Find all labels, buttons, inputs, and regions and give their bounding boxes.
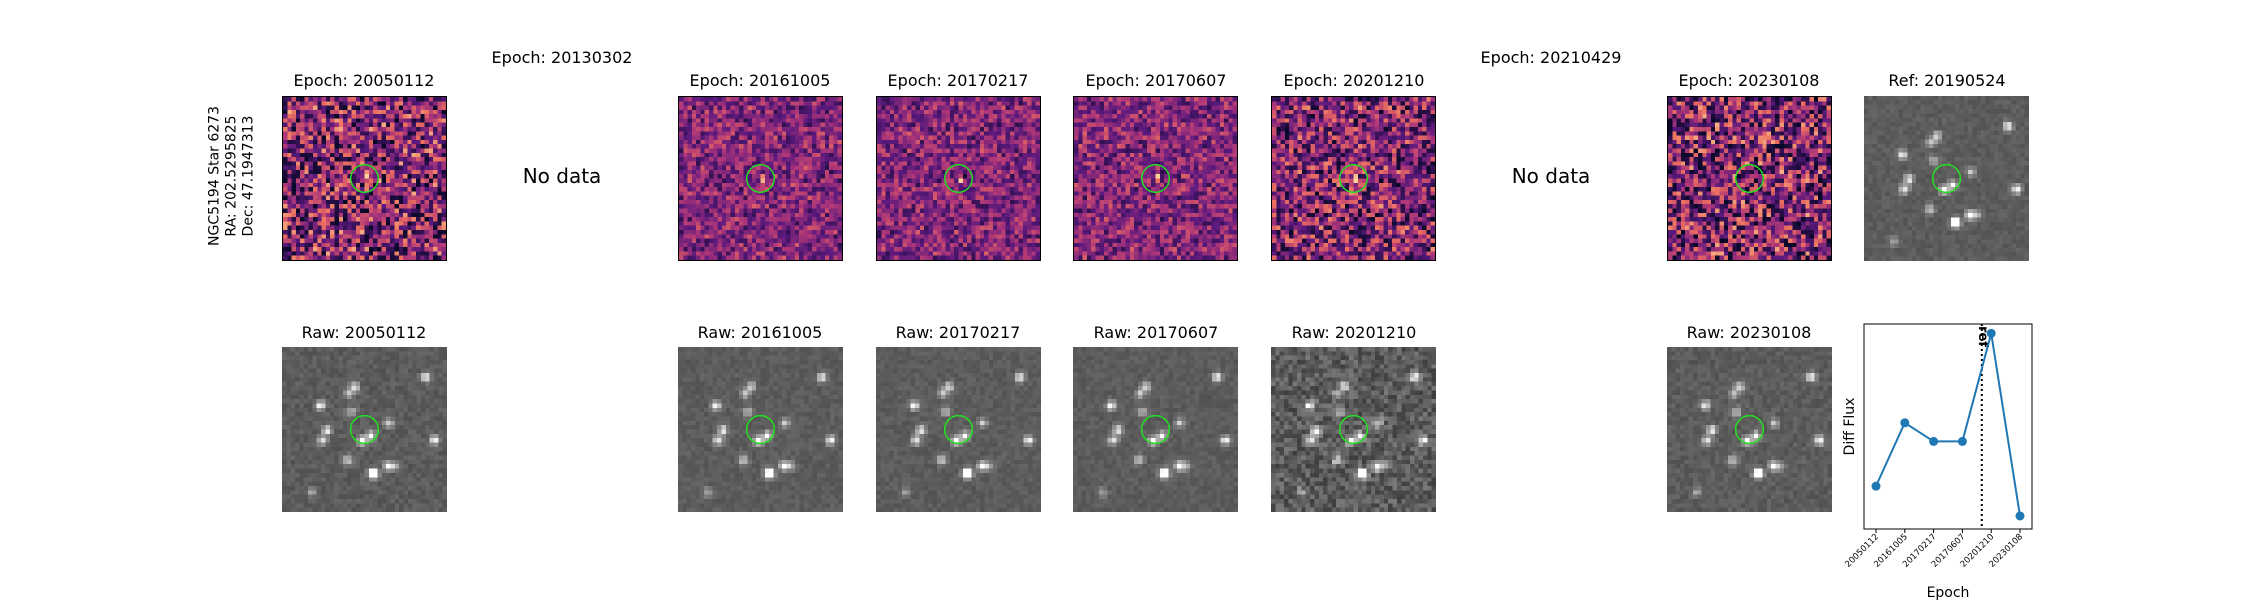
diff-pixel-grid — [1668, 97, 1831, 260]
target-circle — [1931, 163, 1962, 194]
raw-title-3: Raw: 20170217 — [895, 323, 1021, 342]
y-axis-label: Diff Flux — [1842, 398, 1858, 456]
target-circle — [1141, 164, 1170, 193]
data-point-20230108 — [2015, 511, 2025, 521]
diff-pixel-grid — [877, 97, 1040, 260]
nodata-label-1: No data — [522, 164, 602, 188]
target-circle — [746, 164, 775, 193]
raw-pixel-grid — [1667, 347, 1832, 512]
raw-title-2: Raw: 20161005 — [697, 323, 823, 342]
diff-pixel-grid — [283, 97, 446, 260]
diff-title-3: Epoch: 20170217 — [887, 71, 1029, 90]
raw-pixel-grid — [1864, 96, 2029, 261]
raw-pixel-grid — [678, 347, 843, 512]
raw-pixel-grid — [876, 347, 1041, 512]
diff-title-4: Epoch: 20170607 — [1085, 71, 1227, 90]
raw-title-5: Raw: 20201210 — [1291, 323, 1417, 342]
raw-image-4[interactable] — [1073, 347, 1238, 512]
chart-frame — [1863, 323, 2033, 530]
diff-pixel-grid — [679, 97, 842, 260]
diff-title-6: Epoch: 20210429 — [1480, 48, 1622, 67]
raw-image-7[interactable] — [1667, 347, 1832, 512]
diff-title-7: Epoch: 20230108 — [1678, 71, 1820, 90]
data-point-20201210 — [1986, 328, 1996, 338]
raw-pixel-grid — [1073, 347, 1238, 512]
target-circle — [943, 414, 974, 445]
ref-image[interactable] — [1864, 96, 2029, 261]
diff-image-2[interactable] — [678, 96, 843, 261]
data-point-20170217 — [1929, 436, 1939, 446]
data-point-20170607 — [1957, 436, 1967, 446]
diff-title-5: Epoch: 20201210 — [1283, 71, 1425, 90]
target-circle — [1734, 414, 1765, 445]
raw-image-2[interactable] — [678, 347, 843, 512]
target-circle — [1140, 414, 1171, 445]
target-circle — [944, 164, 973, 193]
series-line — [1875, 333, 2021, 517]
raw-title-4: Raw: 20170607 — [1093, 323, 1219, 342]
x-axis-label: Epoch — [1927, 585, 1970, 600]
diff-title-2: Epoch: 20161005 — [689, 71, 831, 90]
raw-title-7: Raw: 20230108 — [1686, 323, 1812, 342]
target-circle — [1339, 164, 1368, 193]
ref-line-label: ref — [1975, 326, 1990, 347]
target-circle — [745, 414, 776, 445]
raw-title-0: Raw: 20050112 — [301, 323, 427, 342]
diff-image-5[interactable] — [1271, 96, 1436, 261]
raw-image-0[interactable] — [282, 347, 447, 512]
raw-pixel-grid — [1271, 347, 1436, 512]
target-circle — [350, 164, 379, 193]
raw-pixel-grid — [282, 347, 447, 512]
data-point-20161005 — [1900, 418, 1910, 428]
diff-pixel-grid — [1272, 97, 1435, 260]
target-circle — [1338, 414, 1369, 445]
diff-pixel-grid — [1074, 97, 1237, 260]
target-circle — [1735, 164, 1764, 193]
raw-image-5[interactable] — [1271, 347, 1436, 512]
raw-image-3[interactable] — [876, 347, 1041, 512]
diff-title-0: Epoch: 20050112 — [293, 71, 435, 90]
diff-image-4[interactable] — [1073, 96, 1238, 261]
nodata-label-6: No data — [1511, 164, 1591, 188]
diff-image-0[interactable] — [282, 96, 447, 261]
diff-image-3[interactable] — [876, 96, 1041, 261]
diff-image-7[interactable] — [1667, 96, 1832, 261]
ref-title: Ref: 20190524 — [1888, 71, 2006, 90]
target-circle — [349, 414, 380, 445]
diff-title-1: Epoch: 20130302 — [491, 48, 633, 67]
data-point-20050112 — [1871, 481, 1881, 491]
